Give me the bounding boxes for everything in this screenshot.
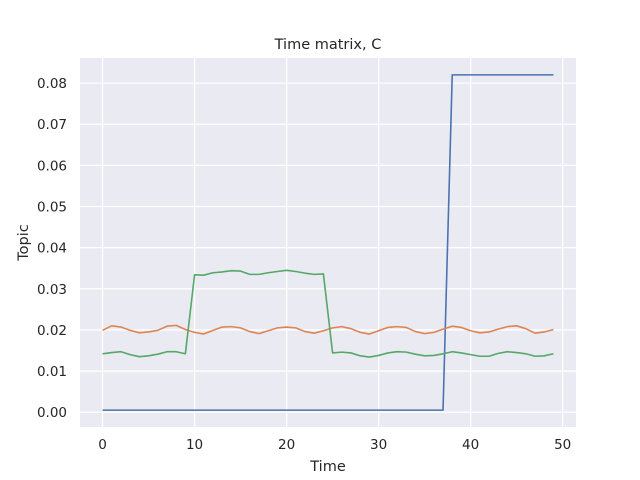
x-tick-label: 10 — [186, 437, 203, 453]
chart-title: Time matrix, C — [274, 37, 382, 53]
x-tick-label: 20 — [278, 437, 295, 453]
plot-area — [80, 58, 576, 427]
y-tick-label: 0.00 — [37, 405, 67, 421]
y-tick-label: 0.01 — [37, 364, 67, 380]
y-tick-label: 0.07 — [37, 117, 67, 133]
y-tick-labels: 0.00 0.01 0.02 0.03 0.04 0.05 0.06 0.07 0.08 — [37, 76, 67, 421]
series-line-3 — [102, 269, 554, 358]
x-tick-labels: 0 10 20 30 40 50 — [98, 437, 571, 453]
y-axis-label: Topic — [16, 224, 32, 261]
x-tick-label: 40 — [462, 437, 479, 453]
y-tick-label: 0.08 — [37, 76, 67, 92]
y-tick-label: 0.02 — [37, 323, 67, 339]
grid — [80, 58, 576, 427]
y-tick-label: 0.03 — [37, 282, 67, 298]
x-tick-label: 50 — [554, 437, 571, 453]
x-tick-label: 0 — [98, 437, 107, 453]
y-tick-label: 0.05 — [37, 200, 67, 216]
series-lines — [102, 74, 554, 411]
series-line-2 — [102, 324, 554, 335]
x-axis-label: Time — [309, 459, 346, 475]
x-tick-label: 30 — [370, 437, 387, 453]
y-tick-label: 0.04 — [37, 241, 67, 257]
series-line-1 — [102, 74, 554, 411]
y-tick-label: 0.06 — [37, 158, 67, 174]
